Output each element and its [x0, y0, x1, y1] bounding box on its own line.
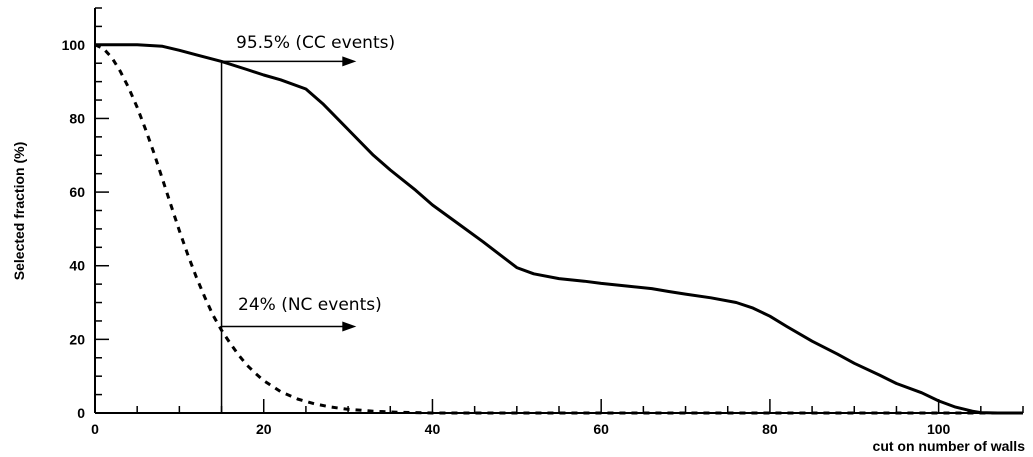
x-tick-label: 0 [91, 421, 99, 437]
cc-events-curve [95, 43, 1023, 415]
minor-ticks [95, 7, 1024, 413]
tick-labels: 0 20 40 60 80 100 0 20 40 60 80 100 [62, 37, 951, 437]
y-tick-label: 0 [77, 405, 85, 421]
annotations: 95.5% (CC events) 24% (NC events) [221, 33, 395, 332]
y-tick-label: 20 [69, 331, 85, 347]
nc-events-curve [94, 43, 1023, 415]
annotation-nc-label: 24% (NC events) [238, 295, 382, 315]
y-axis-title: Selected fraction (%) [11, 142, 27, 280]
annotation-cc-label: 95.5% (CC events) [236, 33, 395, 53]
x-tick-label: 60 [593, 421, 609, 437]
x-tick-label: 20 [256, 421, 272, 437]
y-tick-label: 40 [69, 258, 85, 274]
series-group [94, 43, 1023, 415]
y-tick-label: 60 [69, 184, 85, 200]
y-tick-label: 100 [62, 37, 86, 53]
x-tick-label: 40 [425, 421, 441, 437]
x-tick-label: 80 [762, 421, 778, 437]
x-axis-title: cut on number of walls [873, 438, 1026, 454]
arrowhead-icon [342, 321, 357, 332]
arrowhead-icon [342, 56, 357, 67]
y-tick-label: 80 [69, 110, 85, 126]
x-tick-label: 100 [927, 421, 951, 437]
axes [94, 8, 1023, 414]
